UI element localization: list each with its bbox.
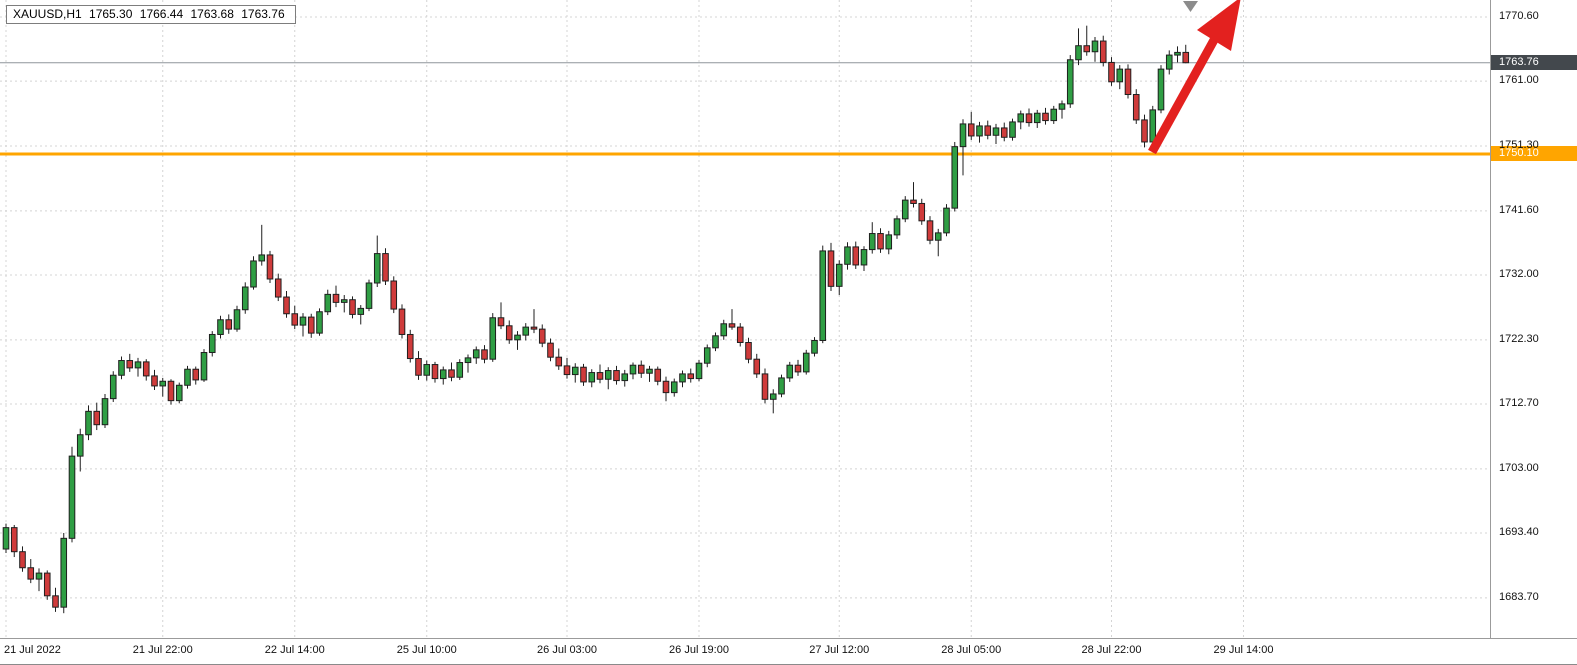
- time-axis[interactable]: 21 Jul 2022 21 Jul 22:00 22 Jul 14:00 25 Ju…: [0, 638, 1577, 665]
- chart-shift-marker-icon: [1183, 1, 1198, 12]
- time-axis-label: 21 Jul 2022: [4, 644, 61, 656]
- ohlc-high: 1766.44: [139, 7, 184, 21]
- time-axis-label: 28 Jul 05:00: [941, 644, 1002, 656]
- candles-group: [2, 25, 1190, 614]
- time-axis-label: 25 Jul 10:00: [396, 644, 457, 656]
- time-axis-label: 28 Jul 22:00: [1081, 644, 1142, 656]
- ohlc-close: 1763.76: [241, 7, 285, 21]
- price-axis-label: 1722.30: [1499, 332, 1539, 345]
- ohlc-low: 1763.68: [190, 7, 234, 21]
- price-axis[interactable]: 1763.76 1750.10 1770.60 1761.00 1751.30 174…: [1490, 0, 1577, 638]
- price-axis-label: 1741.60: [1499, 203, 1539, 216]
- time-axis-label: 29 Jul 14:00: [1213, 644, 1274, 656]
- hline-price-badge: 1750.10: [1491, 145, 1577, 161]
- grid: [0, 0, 1490, 638]
- price-axis-label: 1683.70: [1499, 590, 1539, 603]
- price-axis-label: 1751.30: [1499, 138, 1539, 151]
- time-axis-label: 26 Jul 03:00: [537, 644, 597, 656]
- ohlc-readout: XAUUSD,H1 1765.30 1766.44 1763.68 1763.7…: [6, 5, 296, 24]
- time-axis-label: 21 Jul 22:00: [132, 644, 193, 656]
- trend-arrow[interactable]: [1148, 0, 1241, 155]
- price-axis-label: 1703.00: [1499, 461, 1539, 474]
- price-axis-label: 1761.00: [1499, 74, 1539, 87]
- price-axis-label: 1732.00: [1499, 267, 1539, 280]
- price-axis-label: 1770.60: [1499, 9, 1539, 22]
- price-axis-label: 1693.40: [1499, 525, 1539, 538]
- time-axis-label: 27 Jul 12:00: [809, 644, 870, 656]
- time-axis-label: 26 Jul 19:00: [669, 644, 729, 656]
- symbol-timeframe-label: XAUUSD,H1: [13, 7, 82, 21]
- current-price-badge: 1763.76: [1491, 54, 1577, 70]
- candlestick-chart[interactable]: [0, 0, 1490, 638]
- price-axis-label: 1712.70: [1499, 396, 1539, 409]
- time-axis-label: 22 Jul 14:00: [264, 644, 325, 656]
- ohlc-open: 1765.30: [89, 7, 133, 21]
